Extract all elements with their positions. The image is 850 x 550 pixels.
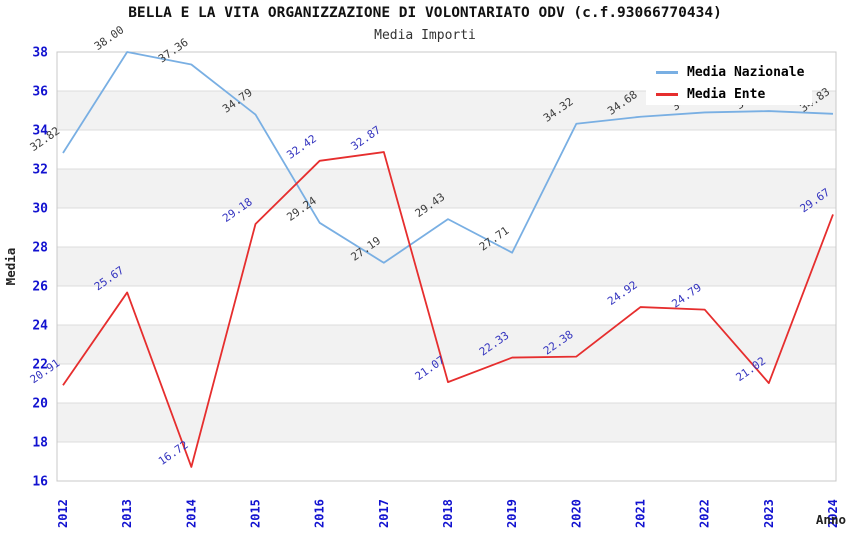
y-tick-label: 32 — [32, 163, 48, 178]
y-tick-label: 24 — [32, 319, 48, 334]
x-tick-label: 2014 — [184, 499, 198, 528]
media-ente-line-swatch-icon — [656, 92, 678, 96]
grid-band — [57, 208, 836, 247]
grid-band — [57, 403, 836, 442]
y-tick-label: 28 — [32, 241, 48, 256]
x-tick-label: 2016 — [313, 499, 327, 528]
series-line-media-ente — [62, 151, 834, 468]
y-tick-label: 38 — [32, 46, 48, 61]
y-tick-label: 16 — [32, 475, 48, 490]
x-axis-title: Anno — [816, 512, 846, 527]
y-tick-label: 26 — [32, 280, 48, 295]
y-tick-label: 36 — [32, 85, 48, 100]
chart-title: BELLA E LA VITA ORGANIZZAZIONE DI VOLONT… — [128, 5, 722, 21]
grid-band — [57, 325, 836, 364]
x-tick-label: 2015 — [249, 499, 263, 528]
x-tick-label: 2017 — [377, 499, 391, 528]
legend-label-media-nazionale: Media Nazionale — [687, 64, 805, 80]
y-tick-label: 20 — [32, 397, 48, 412]
value-label: 38.00 — [92, 23, 127, 53]
x-tick-label: 2019 — [505, 499, 519, 528]
legend-label-media-ente: Media Ente — [687, 86, 766, 102]
media-nazionale-line-swatch-icon — [656, 70, 678, 74]
y-tick-label: 34 — [32, 124, 48, 139]
grid-band — [57, 286, 836, 325]
grid-band — [57, 247, 836, 286]
legend: Media Nazionale Media Ente — [646, 55, 812, 105]
grid-band — [57, 169, 836, 208]
x-tick-label: 2023 — [762, 499, 776, 528]
series-line-media-nazionale — [62, 51, 834, 264]
grid-band — [57, 364, 836, 403]
legend-item-media-ente: Media Ente — [656, 83, 812, 105]
x-tick-label: 2022 — [698, 499, 712, 528]
x-tick-label: 2018 — [441, 499, 455, 528]
x-tick-label: 2020 — [569, 499, 583, 528]
x-tick-label: 2024 — [826, 499, 840, 528]
legend-item-media-nazionale: Media Nazionale — [656, 61, 812, 83]
grid-band — [57, 130, 836, 169]
chart-subtitle: Media Importi — [374, 28, 476, 43]
plot-border — [56, 51, 837, 482]
x-tick-label: 2013 — [120, 499, 134, 528]
y-tick-label: 22 — [32, 358, 48, 373]
grid-band — [57, 442, 836, 481]
y-tick-label: 18 — [32, 436, 48, 451]
x-tick-label: 2012 — [56, 499, 70, 528]
x-tick-label: 2021 — [634, 499, 648, 528]
y-axis-title: Media — [3, 248, 18, 286]
y-tick-label: 30 — [32, 202, 48, 217]
